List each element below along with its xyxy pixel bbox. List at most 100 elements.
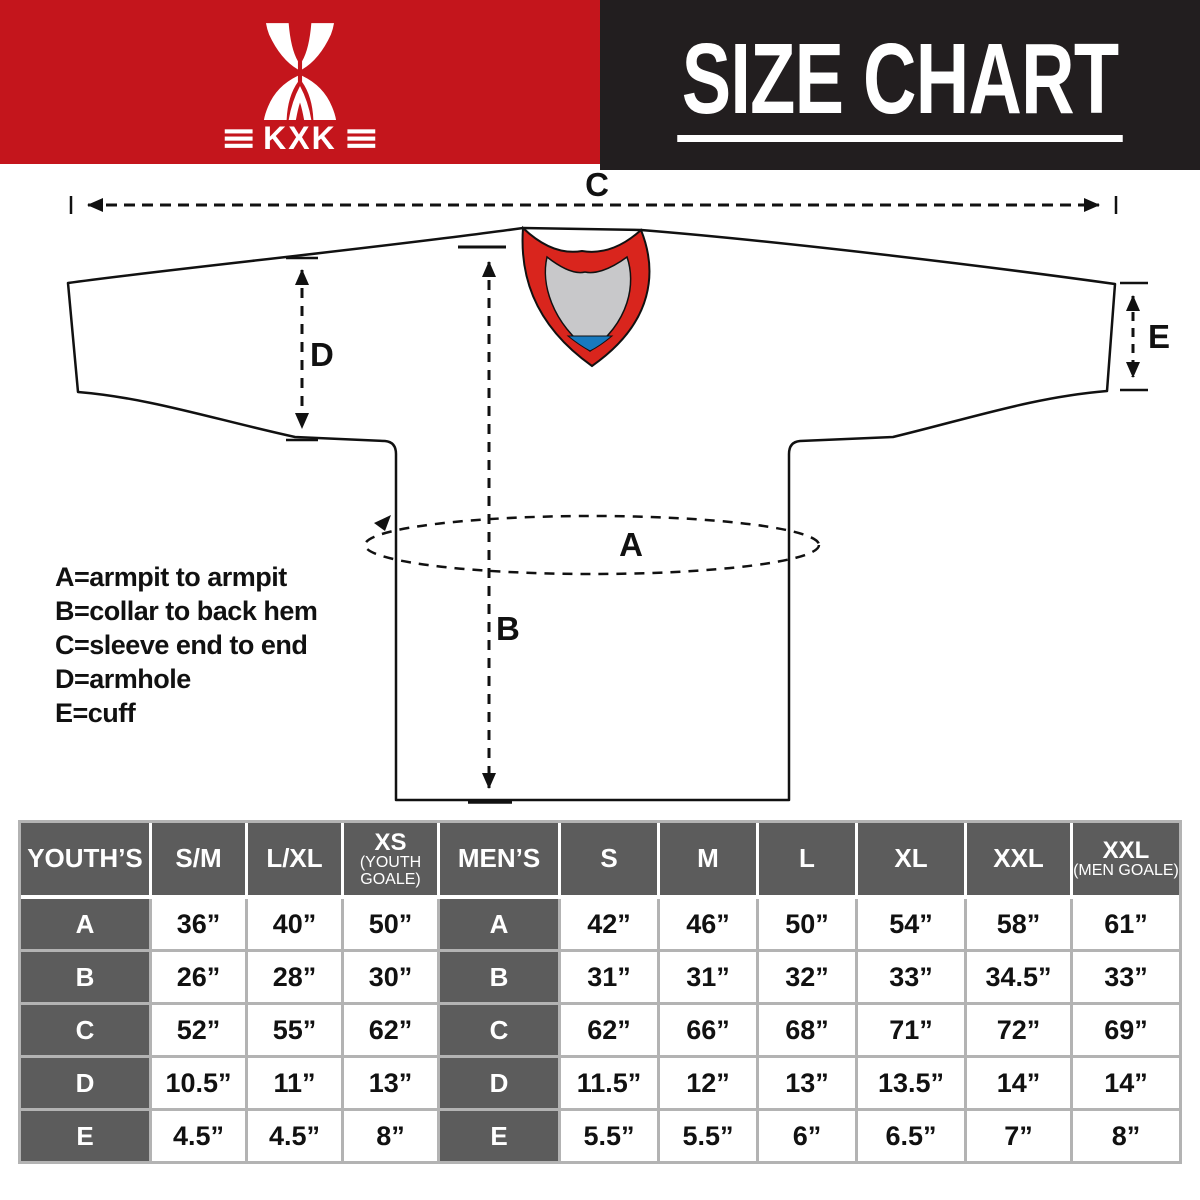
youth-goalie-note: (YOUTH GOALE): [359, 853, 422, 888]
table-header-band: YOUTH’S S/M L/XL XS (YOUTH GOALE) MEN’S …: [21, 823, 1179, 899]
size-cell: 28”: [248, 952, 341, 1002]
size-cell: 5.5”: [660, 1111, 756, 1161]
jersey-outline: [66, 226, 1117, 802]
size-cell: 14”: [967, 1058, 1070, 1108]
collar-vee-insert: [566, 335, 614, 352]
size-cell: 42”: [561, 899, 657, 949]
label-a-backing: [608, 522, 654, 562]
label-a: A: [619, 526, 643, 563]
table-row-b: B 26” 28” 30” B 31” 31” 32” 33” 34.5” 33…: [21, 952, 1179, 1002]
row-label-cell: E: [21, 1111, 149, 1161]
table-row-a: A 36” 40” 50” A 42” 46” 50” 54” 58” 61”: [21, 899, 1179, 949]
row-label-cell: D: [440, 1058, 558, 1108]
header-cell-xxl: XXL: [967, 823, 1070, 895]
header-cell-m: M: [660, 823, 756, 895]
title-banner: SIZE CHART: [600, 0, 1200, 170]
label-e: E: [1148, 318, 1170, 355]
size-cell: 13”: [759, 1058, 855, 1108]
size-cell: 61”: [1073, 899, 1179, 949]
size-cell: 33”: [858, 952, 964, 1002]
size-cell: 6.5”: [858, 1111, 964, 1161]
size-cell: 54”: [858, 899, 964, 949]
size-cell: 58”: [967, 899, 1070, 949]
header-cell-xl: XL: [858, 823, 964, 895]
size-cell: 68”: [759, 1005, 855, 1055]
triple-bar-icon: [224, 129, 376, 148]
row-label-cell: B: [440, 952, 558, 1002]
legend-line-b: B=collar to back hem: [55, 596, 318, 626]
size-cell: 8”: [1073, 1111, 1179, 1161]
header-cell-sm: S/M: [152, 823, 245, 895]
size-cell: 62”: [344, 1005, 437, 1055]
size-cell: 5.5”: [561, 1111, 657, 1161]
page-header: KXK SIZE CHART: [0, 0, 1200, 170]
size-cell: 7”: [967, 1111, 1070, 1161]
legend-line-e: E=cuff: [55, 698, 136, 728]
row-label-cell: C: [21, 1005, 149, 1055]
header-cell-youth-goalie: XS (YOUTH GOALE): [344, 823, 437, 895]
size-cell: 11.5”: [561, 1058, 657, 1108]
row-label-cell: C: [440, 1005, 558, 1055]
logo-text: KXK: [263, 120, 337, 152]
table-row-d: D 10.5” 11” 13” D 11.5” 12” 13” 13.5” 14…: [21, 1058, 1179, 1108]
row-label-cell: E: [440, 1111, 558, 1161]
measure-a-ellipse: [363, 514, 821, 576]
table-header-row: YOUTH’S S/M L/XL XS (YOUTH GOALE) MEN’S …: [21, 823, 1179, 895]
size-cell: 11”: [248, 1058, 341, 1108]
jersey-diagram: C D B A E A=armpit to armpit B=collar to…: [0, 170, 1200, 820]
header-cell-lxl: L/XL: [248, 823, 341, 895]
size-cell: 33”: [1073, 952, 1179, 1002]
legend-line-d: D=armhole: [55, 664, 191, 694]
collar-inner: [544, 255, 632, 352]
size-cell: 14”: [1073, 1058, 1179, 1108]
size-cell: 4.5”: [152, 1111, 245, 1161]
size-cell: 4.5”: [248, 1111, 341, 1161]
youth-goalie-size: XS: [374, 828, 407, 856]
size-cell: 55”: [248, 1005, 341, 1055]
size-cell: 13”: [344, 1058, 437, 1108]
size-cell: 36”: [152, 899, 245, 949]
size-cell: 52”: [152, 1005, 245, 1055]
size-cell: 40”: [248, 899, 341, 949]
legend-line-c: C=sleeve end to end: [55, 630, 308, 660]
size-cell: 46”: [660, 899, 756, 949]
size-cell: 12”: [660, 1058, 756, 1108]
measurement-legend: A=armpit to armpit B=collar to back hem …: [55, 560, 318, 730]
size-cell: 13.5”: [858, 1058, 964, 1108]
header-cell-l: L: [759, 823, 855, 895]
size-cell: 66”: [660, 1005, 756, 1055]
size-cell: 6”: [759, 1111, 855, 1161]
size-cell: 31”: [660, 952, 756, 1002]
table-body: A 36” 40” 50” A 42” 46” 50” 54” 58” 61” …: [21, 899, 1179, 1161]
size-cell: 26”: [152, 952, 245, 1002]
row-label-cell: B: [21, 952, 149, 1002]
table-row-c: C 52” 55” 62” C 62” 66” 68” 71” 72” 69”: [21, 1005, 1179, 1055]
row-label-cell: D: [21, 1058, 149, 1108]
page-title: SIZE CHART: [677, 29, 1123, 142]
size-cell: 8”: [344, 1111, 437, 1161]
label-c: C: [585, 170, 609, 203]
men-goalie-note: (MEN GOALE): [1073, 862, 1179, 880]
kxk-logo: KXK: [222, 18, 378, 156]
size-cell: 10.5”: [152, 1058, 245, 1108]
header-cell-youth: YOUTH’S: [21, 823, 149, 895]
header-cell-s: S: [561, 823, 657, 895]
size-cell: 32”: [759, 952, 855, 1002]
size-cell: 62”: [561, 1005, 657, 1055]
brand-banner: KXK: [0, 0, 600, 164]
size-cell: 50”: [344, 899, 437, 949]
header-cell-men-goalie: XXL (MEN GOALE): [1073, 823, 1179, 895]
size-cell: 30”: [344, 952, 437, 1002]
measure-a-arrowhead: [374, 515, 391, 531]
label-d: D: [310, 336, 334, 373]
size-cell: 72”: [967, 1005, 1070, 1055]
size-cell: 31”: [561, 952, 657, 1002]
size-cell: 34.5”: [967, 952, 1070, 1002]
label-b: B: [496, 610, 520, 647]
men-goalie-size: XXL: [1102, 837, 1150, 864]
size-table: YOUTH’S S/M L/XL XS (YOUTH GOALE) MEN’S …: [18, 820, 1182, 1164]
kxk-x-icon: [263, 23, 337, 121]
row-label-cell: A: [21, 899, 149, 949]
row-label-cell: A: [440, 899, 558, 949]
header-cell-men: MEN’S: [440, 823, 558, 895]
